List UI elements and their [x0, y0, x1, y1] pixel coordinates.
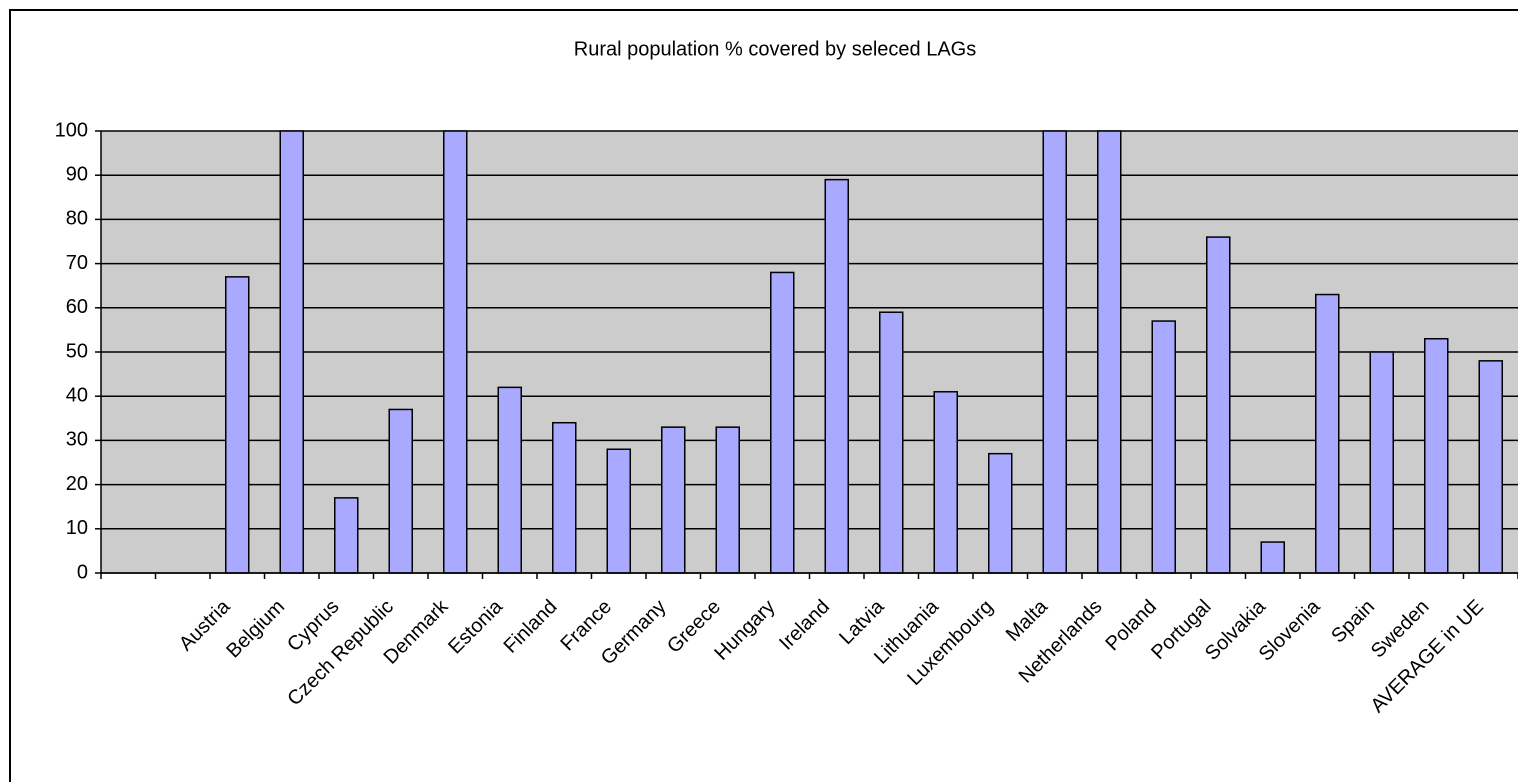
- bar: [1315, 293, 1340, 574]
- bar: [770, 271, 795, 574]
- bar: [933, 391, 958, 574]
- bar: [225, 276, 250, 574]
- y-tick-label: 80: [66, 208, 88, 230]
- y-tick-label: 100: [55, 119, 88, 141]
- y-tick-label: 60: [66, 296, 88, 318]
- chart-title: Rural population % covered by seleced LA…: [574, 38, 976, 60]
- bar: [606, 448, 631, 574]
- bar: [1369, 351, 1394, 574]
- bar: [1151, 320, 1176, 574]
- bar: [1424, 337, 1449, 574]
- y-tick-label: 30: [66, 429, 88, 451]
- bar: [552, 421, 577, 574]
- bar: [388, 408, 413, 574]
- y-tick-label: 20: [66, 473, 88, 495]
- bar: [1260, 541, 1285, 574]
- bar: [334, 497, 359, 574]
- bar: [988, 452, 1013, 574]
- y-tick-label: 50: [66, 340, 88, 362]
- bar: [1206, 236, 1231, 574]
- bar: [1478, 360, 1503, 574]
- bar: [879, 311, 904, 574]
- bar: [715, 426, 740, 574]
- y-tick-label: 70: [66, 252, 88, 274]
- y-tick-label: 40: [66, 384, 88, 406]
- bar: [497, 386, 522, 574]
- y-tick-label: 10: [66, 517, 88, 539]
- bar: [279, 130, 304, 574]
- bar: [661, 426, 686, 574]
- y-tick-label: 90: [66, 163, 88, 185]
- bar: [1097, 130, 1122, 574]
- bar: [824, 178, 849, 574]
- bar: [1042, 130, 1067, 574]
- y-tick-label: 0: [77, 561, 88, 583]
- bar: [443, 130, 468, 574]
